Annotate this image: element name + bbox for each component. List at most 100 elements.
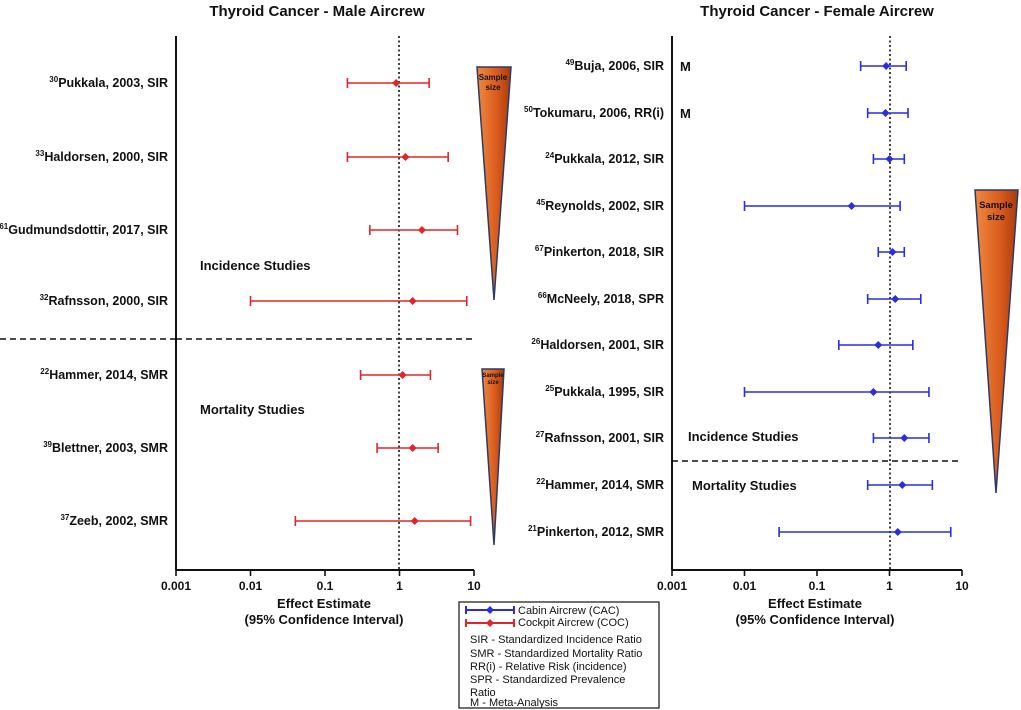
female-chart-title: Thyroid Cancer - Female Aircrew: [700, 3, 934, 20]
legend-abbrev-spr: SPR - Standardized Prevalence: [470, 674, 625, 686]
male-x-label-line1: Effect Estimate: [277, 596, 371, 611]
female-point-estimate: [869, 388, 878, 396]
male-study-row: 22Hammer, 2014, SMR: [40, 367, 432, 382]
female-study-ref: 67: [535, 244, 544, 253]
male-study-ref: 33: [35, 149, 44, 158]
male-tick-label: 0.1: [317, 579, 334, 593]
male-study-row: 33Haldorsen, 2000, SIR: [35, 149, 449, 164]
male-study-name: Haldorsen, 2000, SIR: [44, 150, 168, 164]
male-study-name: Pukkala, 2003, SIR: [58, 76, 168, 90]
female-tick-label: 0.001: [657, 579, 687, 593]
male-point-estimate: [392, 79, 401, 87]
male-incidence-label: Incidence Studies: [200, 258, 311, 273]
male-chart-title: Thyroid Cancer - Male Aircrew: [209, 3, 425, 20]
male-mortality-label: Mortality Studies: [200, 402, 305, 417]
female-study-label: 50Tokumaru, 2006, RR(i): [524, 105, 664, 120]
female-study-row: 24Pukkala, 2012, SIR: [545, 151, 906, 166]
female-point-estimate: [888, 248, 897, 256]
male-study-label: 61Gudmundsdottir, 2017, SIR: [0, 222, 168, 237]
male-study-name: Blettner, 2003, SMR: [52, 441, 168, 455]
male-study-name: Rafnsson, 2000, SIR: [49, 294, 169, 308]
male-incidence-sample-label-1: Sample: [479, 73, 508, 82]
male-study-name: Gudmundsdottir, 2017, SIR: [8, 223, 168, 237]
male-study-ref: 39: [43, 440, 52, 449]
female-sample-label-2: size: [987, 212, 1005, 223]
male-study-label: 22Hammer, 2014, SMR: [40, 367, 168, 382]
legend-cabin-marker: [486, 606, 494, 614]
legend-abbrev-sir: SIR - Standardized Incidence Ratio: [470, 634, 642, 646]
male-tick-label: 0.01: [239, 579, 263, 593]
female-study-label: 67Pinkerton, 2018, SIR: [535, 244, 664, 259]
male-study-ref: 61: [0, 222, 9, 231]
female-tick-label: 0.01: [733, 579, 757, 593]
male-tick-label: 10: [467, 579, 481, 593]
male-study-row: 61Gudmundsdottir, 2017, SIR: [0, 222, 459, 237]
male-incidence-sample-label-2: size: [485, 83, 501, 92]
male-study-row: 39Blettner, 2003, SMR: [43, 440, 439, 455]
female-study-row: 22Hammer, 2014, SMR: [536, 477, 934, 492]
legend-abbrev-rri: RR(i) - Relative Risk (incidence): [470, 661, 626, 673]
female-study-ref: 24: [545, 151, 554, 160]
male-study-row: 32Rafnsson, 2000, SIR: [40, 293, 468, 308]
female-study-row: 45Reynolds, 2002, SIR: [536, 198, 901, 213]
female-study-name: Reynolds, 2002, SIR: [545, 199, 664, 213]
female-study-name: Buja, 2006, SIR: [574, 59, 664, 73]
male-study-label: 37Zeeb, 2002, SMR: [60, 513, 168, 528]
female-point-estimate: [881, 109, 890, 117]
male-x-label-line2: (95% Confidence Interval): [245, 612, 404, 627]
male-point-estimate: [408, 444, 417, 452]
female-study-label: 24Pukkala, 2012, SIR: [545, 151, 664, 166]
male-study-ref: 32: [40, 293, 49, 302]
female-study-name: McNeely, 2018, SPR: [547, 292, 664, 306]
female-study-name: Hammer, 2014, SMR: [545, 478, 664, 492]
male-point-estimate: [410, 517, 419, 525]
female-study-row: 25Pukkala, 1995, SIR: [545, 384, 930, 399]
female-aircrew-panel: Thyroid Cancer - Female Aircrew Incidenc…: [524, 3, 1019, 627]
male-mortality-sample-size-triangle: [481, 368, 505, 546]
female-point-estimate: [847, 202, 856, 210]
female-meta-analysis-flag: M: [680, 106, 691, 121]
female-tick-label: 10: [955, 579, 969, 593]
male-study-row: 30Pukkala, 2003, SIR: [49, 75, 430, 90]
female-study-name: Haldorsen, 2001, SIR: [540, 338, 664, 352]
female-study-ref: 49: [565, 58, 574, 67]
female-sample-size-triangle: [974, 189, 1019, 494]
female-study-row: 26Haldorsen, 2001, SIR: [531, 337, 914, 352]
female-meta-analysis-flag: M: [680, 59, 691, 74]
male-mortality-sample-label-2: size: [487, 380, 499, 386]
female-point-estimate: [898, 481, 907, 489]
male-point-estimate: [408, 297, 417, 305]
female-x-label-line1: Effect Estimate: [768, 596, 862, 611]
female-study-name: Rafnsson, 2001, SIR: [545, 431, 665, 445]
female-tick-label: 0.1: [809, 579, 826, 593]
male-study-label: 39Blettner, 2003, SMR: [43, 440, 168, 455]
male-study-ref: 37: [60, 513, 69, 522]
female-study-label: 49Buja, 2006, SIR: [565, 58, 664, 73]
female-study-ref: 22: [536, 477, 545, 486]
male-x-ticks: 0.001 0.01 0.1 1 10: [161, 570, 481, 593]
female-study-label: 21Pinkerton, 2012, SMR: [528, 524, 664, 539]
male-study-ref: 22: [40, 367, 49, 376]
female-study-label: 66McNeely, 2018, SPR: [538, 291, 664, 306]
female-point-estimate: [900, 434, 909, 442]
male-point-estimate: [398, 371, 407, 379]
female-x-label-line2: (95% Confidence Interval): [736, 612, 895, 627]
male-study-rows: 30Pukkala, 2003, SIR 33Haldorsen, 2000, S…: [0, 75, 472, 528]
male-incidence-sample-size-triangle: [476, 66, 512, 301]
female-point-estimate: [891, 295, 900, 303]
female-study-ref: 25: [545, 384, 554, 393]
legend-box: [458, 601, 660, 709]
female-x-ticks: 0.001 0.01 0.1 1 10: [657, 570, 969, 593]
legend-abbrev-m: M - Meta-Analysis: [470, 697, 559, 709]
male-study-ref: 30: [49, 75, 58, 84]
male-point-estimate: [417, 226, 426, 234]
female-study-row: 21Pinkerton, 2012, SMR: [528, 524, 952, 539]
legend-abbrev-spr-cont: Ratio: [470, 687, 496, 699]
male-mortality-sample-label-1: Sample: [482, 373, 504, 379]
female-point-estimate: [882, 62, 891, 70]
male-study-label: 30Pukkala, 2003, SIR: [49, 75, 168, 90]
female-study-row: 49Buja, 2006, SIR M: [565, 58, 908, 74]
female-study-ref: 66: [538, 291, 547, 300]
female-point-estimate: [874, 341, 883, 349]
